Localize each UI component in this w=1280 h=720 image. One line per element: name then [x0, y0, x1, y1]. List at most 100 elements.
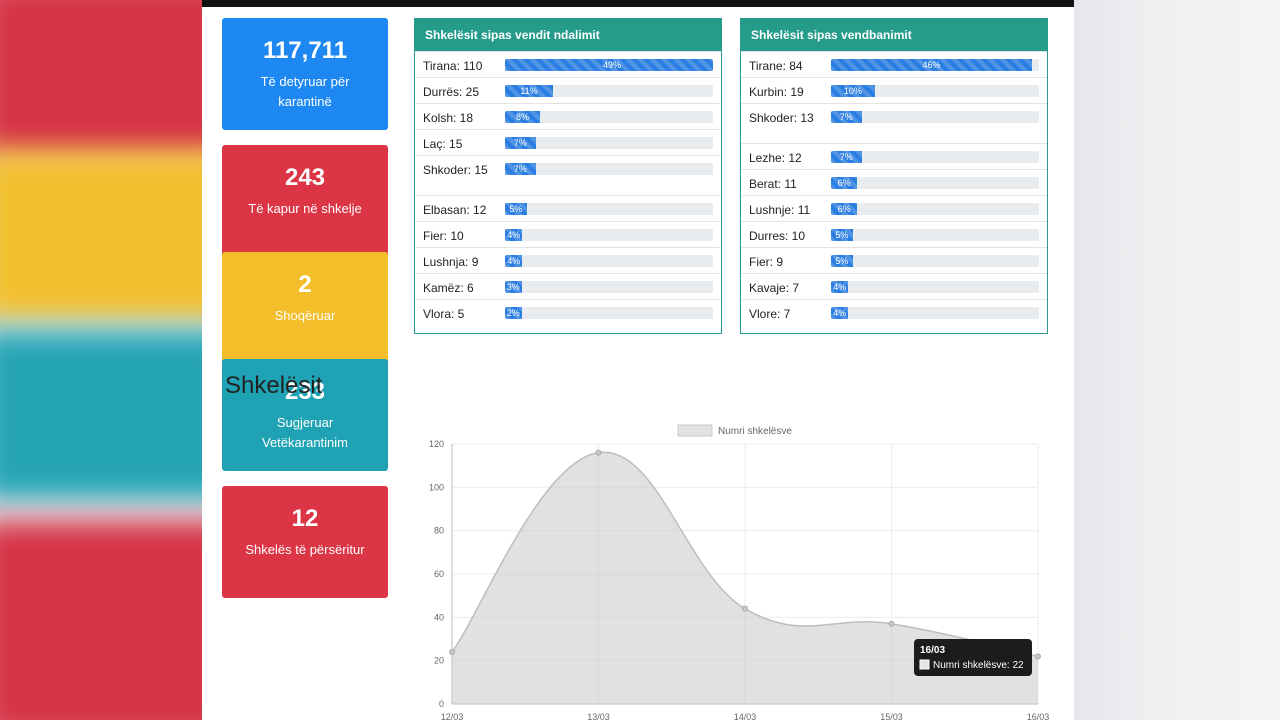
progress-fill: 6%: [831, 177, 858, 189]
stat-value: 243: [284, 164, 326, 191]
progress-fill: 6%: [831, 203, 858, 215]
progress-fill: 2%: [505, 307, 522, 319]
violators-area-chart: 0 20 40 60 80 100 120 12/03 13/03 14/03 15/03 16/03…: [429, 424, 1050, 720]
chart-title: Shkelësit: [225, 372, 323, 399]
row-label: Shkoder: 15: [423, 163, 488, 177]
row-label: Vlore: 7: [749, 307, 791, 321]
progress-fill: 10%: [831, 85, 875, 97]
table-row: Vlora: 5 2%: [415, 299, 721, 325]
progress-fill: 46%: [831, 59, 1032, 71]
data-point: [1035, 653, 1041, 660]
progress-track: 4%: [831, 307, 1039, 319]
progress-track: 8%: [505, 111, 713, 123]
dashboard-page: 117,711 Të detyruar për karantinë 243 Të ka…: [202, 7, 1074, 720]
progress-track: 49%: [505, 59, 713, 71]
table-row: Lushnje: 11 6%: [741, 195, 1047, 221]
table-row: Lushnja: 9 4%: [415, 247, 721, 273]
series-area: [452, 452, 1038, 704]
progress-track: 5%: [505, 203, 713, 215]
table-row: Shkoder: 15 7%: [415, 155, 721, 195]
row-label: Durres: 10: [749, 229, 806, 243]
row-label: Lushnja: 9: [423, 255, 479, 269]
progress-track: 7%: [505, 163, 713, 175]
progress-fill: 5%: [505, 203, 527, 215]
progress-fill: 4%: [831, 281, 849, 293]
row-label: Kurbin: 19: [749, 85, 804, 99]
progress-fill: 4%: [505, 229, 523, 241]
table-row: Fier: 10 4%: [415, 221, 721, 247]
legend-label: Numri shkelësve: [718, 426, 792, 437]
y-tick-label: 60: [434, 569, 444, 579]
x-tick-label: 16/03: [1027, 712, 1050, 720]
progress-track: 4%: [831, 281, 1039, 293]
progress-track: 7%: [831, 111, 1039, 123]
y-tick-label: 20: [434, 656, 444, 666]
table-row: Laç: 15 7%: [415, 129, 721, 155]
progress-fill: 5%: [831, 255, 853, 267]
data-point: [449, 649, 455, 655]
progress-fill: 11%: [505, 85, 554, 97]
progress-track: 7%: [505, 137, 713, 149]
y-tick-label: 80: [434, 526, 444, 536]
stat-card: 117,711 Të detyruar për karantinë: [222, 18, 388, 130]
row-label: Tirane: 84: [749, 59, 803, 73]
progress-track: 6%: [831, 177, 1039, 189]
x-tick-label: 12/03: [441, 712, 464, 720]
table-row: Shkoder: 13 7%: [741, 103, 1047, 143]
series-line: [451, 451, 1039, 658]
table-row: Fier: 9 5%: [741, 247, 1047, 273]
stat-value: 2: [298, 271, 312, 298]
progress-track: 3%: [505, 281, 713, 293]
data-point: [595, 449, 602, 456]
tooltip-title: 16/03: [920, 645, 945, 656]
row-label: Durrës: 25: [423, 85, 480, 99]
blurred-background-right: [1074, 0, 1280, 720]
y-tick-label: 0: [439, 699, 444, 709]
progress-fill: 7%: [831, 151, 862, 163]
x-tick-label: 14/03: [734, 712, 757, 720]
tooltip-text: Numri shkelësve: 22: [933, 660, 1024, 671]
legend-swatch: [677, 424, 713, 437]
stat-value: 117,711: [262, 37, 348, 64]
table-row: Elbasan: 12 5%: [415, 195, 721, 221]
row-label: Lezhe: 12: [749, 151, 802, 165]
progress-track: 5%: [831, 255, 1039, 267]
table-row: Durres: 10 5%: [741, 221, 1047, 247]
row-label: Kamëz: 6: [423, 281, 474, 295]
progress-fill: 4%: [505, 255, 523, 267]
y-tick-label: 120: [429, 439, 444, 449]
stat-label: Të detyruar për karantinë: [260, 74, 350, 109]
progress-track: 46%: [831, 59, 1039, 71]
table-row: Vlore: 7 4%: [741, 299, 1047, 325]
row-label: Fier: 10: [423, 229, 464, 243]
row-label: Kavaje: 7: [749, 281, 800, 295]
progress-fill: 3%: [505, 281, 522, 293]
table-title: Shkelësit sipas vendbanimit: [741, 19, 1047, 51]
progress-track: 11%: [505, 85, 713, 97]
table-row: Tirana: 110 49%: [415, 51, 721, 77]
progress-track: 4%: [505, 255, 713, 267]
row-label: Vlora: 5: [423, 307, 465, 321]
progress-track: 10%: [831, 85, 1039, 97]
table-row: Kavaje: 7 4%: [741, 273, 1047, 299]
data-point: [742, 605, 748, 612]
row-label: Fier: 9: [749, 255, 784, 269]
progress-track: 5%: [831, 229, 1039, 241]
top-bar: [202, 0, 1074, 7]
progress-track: 4%: [505, 229, 713, 241]
progress-fill: 49%: [505, 59, 713, 71]
table-row: Tirane: 84 46%: [741, 51, 1047, 77]
progress-fill: 7%: [831, 111, 862, 123]
tooltip-swatch: [919, 659, 930, 670]
progress-fill: 4%: [831, 307, 849, 319]
stat-card: 243 Të kapur në shkelje: [222, 145, 388, 257]
table-by-stop-location: Shkelësit sipas vendit ndalimit Tirana: …: [414, 18, 722, 334]
row-label: Berat: 11: [749, 177, 797, 191]
progress-track: 2%: [505, 307, 713, 319]
stat-value: 233: [284, 378, 326, 405]
y-tick-label: 40: [434, 612, 444, 622]
stat-card: 2 Shoqëruar: [222, 252, 388, 364]
table-row: Kolsh: 18 8%: [415, 103, 721, 129]
row-label: Tirana: 110: [423, 59, 483, 73]
stat-label: Shkelës të përsëritur: [245, 542, 365, 557]
